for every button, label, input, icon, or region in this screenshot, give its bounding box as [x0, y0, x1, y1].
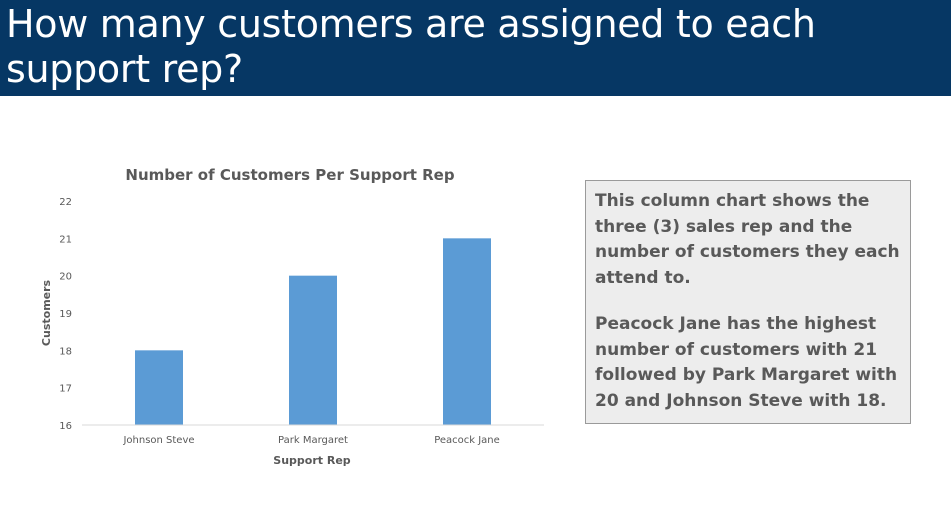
y-tick-label: 19 — [59, 309, 72, 320]
y-tick-label: 21 — [59, 234, 72, 245]
chart-description-box: This column chart shows the three (3) sa… — [585, 180, 911, 424]
x-tick-label: Peacock Jane — [434, 435, 500, 446]
description-paragraph-1: This column chart shows the three (3) sa… — [595, 191, 900, 288]
x-axis-tick-labels: Johnson Steve Park Margaret Peacock Jane — [122, 435, 499, 446]
y-tick-label: 17 — [59, 384, 72, 395]
chart-title: Number of Customers Per Support Rep — [125, 166, 454, 184]
x-tick-label: Johnson Steve — [122, 435, 194, 446]
bar-park-margaret — [289, 275, 337, 425]
y-axis-tick-labels: 16 17 18 19 20 21 22 — [59, 197, 72, 432]
y-tick-label: 18 — [59, 346, 72, 357]
x-tick-label: Park Margaret — [278, 435, 348, 446]
header-banner: How many customers are assigned to each … — [0, 0, 951, 96]
x-axis-title: Support Rep — [273, 454, 351, 467]
description-paragraph-2: Peacock Jane has the highest number of c… — [595, 314, 898, 411]
bar-johnson-steve — [135, 350, 183, 425]
y-axis-title: Customers — [40, 279, 53, 346]
y-tick-label: 22 — [59, 197, 72, 208]
page-title: How many customers are assigned to each … — [6, 2, 816, 91]
y-tick-label: 20 — [59, 272, 72, 283]
bar-series — [135, 238, 491, 425]
y-tick-label: 16 — [59, 421, 72, 432]
bar-peacock-jane — [443, 238, 491, 425]
customers-per-rep-chart: Number of Customers Per Support Rep Cust… — [40, 166, 544, 467]
